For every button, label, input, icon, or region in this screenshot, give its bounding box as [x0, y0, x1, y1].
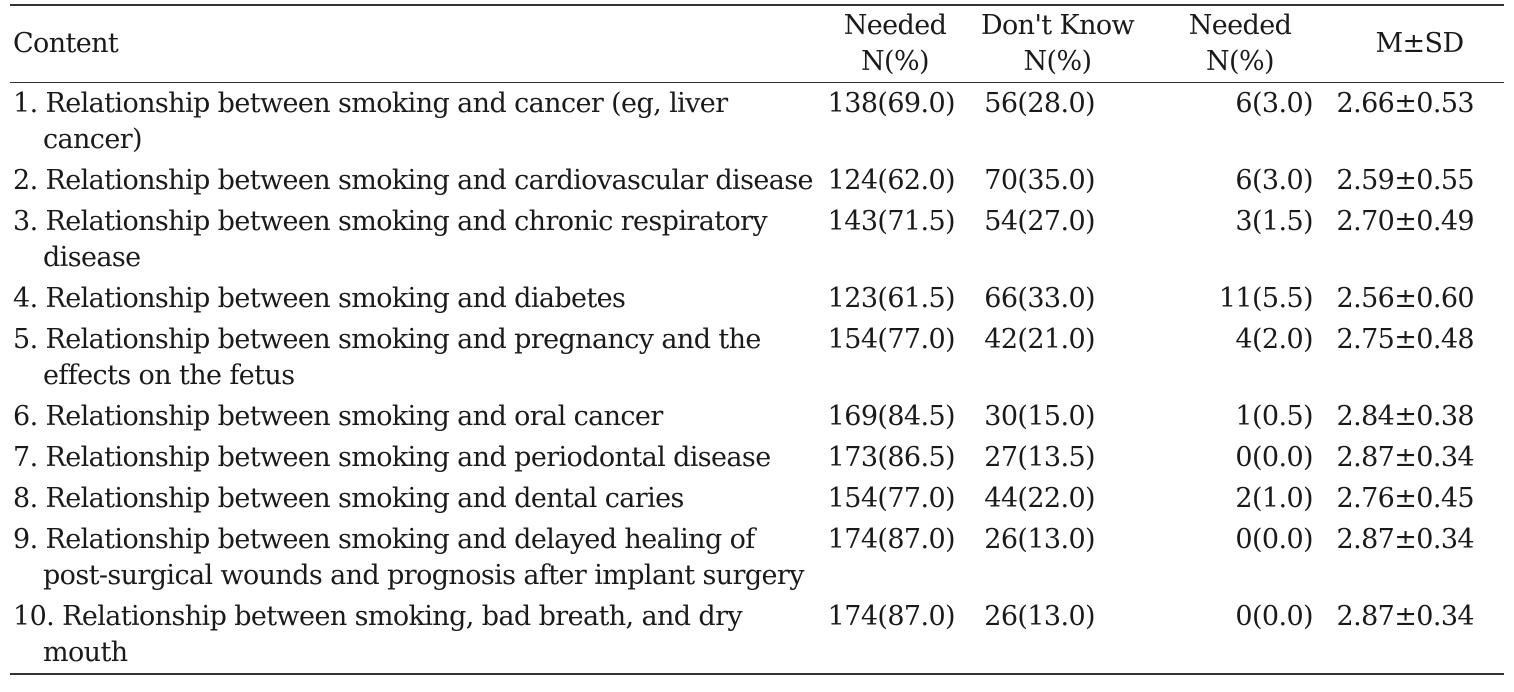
cell-content: 7. Relationship between smoking and peri…: [10, 437, 820, 478]
cell-mean-sd: 2.76±0.45: [1336, 483, 1475, 514]
cell-content: 10. Relationship between smoking, bad br…: [10, 596, 820, 674]
cell-mean-sd: 2.59±0.55: [1336, 165, 1475, 196]
cell-mean-sd: 2.87±0.34: [1336, 524, 1475, 555]
content-text: 8. Relationship between smoking and dent…: [13, 483, 684, 514]
content-text: 5. Relationship between smoking and preg…: [13, 324, 761, 391]
cell-needed: 174(87.0): [827, 524, 956, 555]
cell-dont-know: 70(35.0): [984, 165, 1095, 196]
cell-mean-sd: 2.75±0.48: [1336, 324, 1475, 355]
table-row: 10. Relationship between smoking, bad br…: [10, 596, 1504, 674]
cell-needed: 154(77.0): [827, 483, 956, 514]
content-text: 2. Relationship between smoking and card…: [13, 165, 813, 196]
cell-needed: 123(61.5): [827, 283, 956, 314]
header-mean-sd: M±SD: [1375, 28, 1464, 59]
cell-dont-know: 26(13.0): [984, 524, 1095, 555]
table-row: 2. Relationship between smoking and card…: [10, 160, 1504, 201]
cell-not-needed: 4(2.0): [1235, 324, 1313, 355]
table-row: 1. Relationship between smoking and canc…: [10, 83, 1504, 161]
cell-mean-sd: 2.87±0.34: [1336, 601, 1475, 632]
header-dont-know-line1: Don't Know: [980, 10, 1135, 41]
table-row: 5. Relationship between smoking and preg…: [10, 319, 1504, 396]
cell-mean-sd: 2.70±0.49: [1336, 206, 1475, 237]
cell-dont-know: 54(27.0): [984, 206, 1095, 237]
cell-needed: 169(84.5): [827, 401, 956, 432]
cell-mean-sd: 2.87±0.34: [1336, 442, 1475, 473]
cell-not-needed: 2(1.0): [1235, 483, 1313, 514]
cell-mean-sd: 2.56±0.60: [1336, 283, 1475, 314]
content-text: 6. Relationship between smoking and oral…: [13, 401, 663, 432]
header-not-needed-line2: N(%): [1206, 46, 1275, 77]
table-row: 4. Relationship between smoking and diab…: [10, 278, 1504, 319]
cell-content: 8. Relationship between smoking and dent…: [10, 478, 820, 519]
cell-needed: 124(62.0): [827, 165, 956, 196]
cell-not-needed: 0(0.0): [1235, 442, 1313, 473]
cell-needed: 173(86.5): [827, 442, 956, 473]
cell-dont-know: 42(21.0): [984, 324, 1095, 355]
cell-content: 3. Relationship between smoking and chro…: [10, 201, 820, 278]
cell-content: 6. Relationship between smoking and oral…: [10, 396, 820, 437]
header-needed: Needed N(%): [820, 5, 970, 83]
cell-not-needed: 11(5.5): [1218, 283, 1314, 314]
table-row: 3. Relationship between smoking and chro…: [10, 201, 1504, 278]
cell-not-needed: 3(1.5): [1235, 206, 1313, 237]
cell-needed: 143(71.5): [827, 206, 956, 237]
content-text: 1. Relationship between smoking and canc…: [13, 88, 728, 155]
cell-not-needed: 6(3.0): [1235, 165, 1313, 196]
content-text: 7. Relationship between smoking and peri…: [13, 442, 771, 473]
table-header: Content Needed N(%) Don't Know N(%) Need…: [10, 5, 1504, 83]
cell-content: 1. Relationship between smoking and canc…: [10, 83, 820, 161]
cell-dont-know: 27(13.5): [984, 442, 1095, 473]
cell-dont-know: 30(15.0): [984, 401, 1095, 432]
content-text: 4. Relationship between smoking and diab…: [13, 283, 626, 314]
header-not-needed: Needed N(%): [1145, 5, 1335, 83]
cell-content: 5. Relationship between smoking and preg…: [10, 319, 820, 396]
cell-needed: 154(77.0): [827, 324, 956, 355]
content-text: 10. Relationship between smoking, bad br…: [13, 601, 743, 668]
content-text: 3. Relationship between smoking and chro…: [13, 206, 768, 273]
table-row: 7. Relationship between smoking and peri…: [10, 437, 1504, 478]
cell-dont-know: 44(22.0): [984, 483, 1095, 514]
table-row: 9. Relationship between smoking and dela…: [10, 519, 1504, 596]
table-body: 1. Relationship between smoking and canc…: [10, 83, 1504, 674]
smoking-education-needs-table: Content Needed N(%) Don't Know N(%) Need…: [10, 4, 1504, 675]
cell-content: 4. Relationship between smoking and diab…: [10, 278, 820, 319]
cell-needed: 138(69.0): [827, 88, 956, 119]
cell-dont-know: 56(28.0): [984, 88, 1095, 119]
header-not-needed-line1: Needed: [1188, 10, 1292, 41]
header-needed-line1: Needed: [843, 10, 947, 41]
cell-content: 9. Relationship between smoking and dela…: [10, 519, 820, 596]
cell-content: 2. Relationship between smoking and card…: [10, 160, 820, 201]
cell-not-needed: 0(0.0): [1235, 601, 1313, 632]
cell-dont-know: 26(13.0): [984, 601, 1095, 632]
cell-not-needed: 6(3.0): [1235, 88, 1313, 119]
cell-mean-sd: 2.84±0.38: [1336, 401, 1475, 432]
content-text: 9. Relationship between smoking and dela…: [13, 524, 804, 591]
header-content: Content: [13, 28, 119, 59]
header-dont-know-line2: N(%): [1023, 46, 1093, 77]
smoking-education-needs-table-container: Content Needed N(%) Don't Know N(%) Need…: [10, 4, 1504, 675]
table-row: 6. Relationship between smoking and oral…: [10, 396, 1504, 437]
cell-not-needed: 1(0.5): [1235, 401, 1313, 432]
header-dont-know: Don't Know N(%): [970, 5, 1145, 83]
cell-mean-sd: 2.66±0.53: [1336, 88, 1475, 119]
cell-needed: 174(87.0): [827, 601, 956, 632]
cell-dont-know: 66(33.0): [984, 283, 1095, 314]
table-row: 8. Relationship between smoking and dent…: [10, 478, 1504, 519]
cell-not-needed: 0(0.0): [1235, 524, 1313, 555]
header-needed-line2: N(%): [861, 46, 930, 77]
header-row: Content Needed N(%) Don't Know N(%) Need…: [10, 5, 1504, 83]
